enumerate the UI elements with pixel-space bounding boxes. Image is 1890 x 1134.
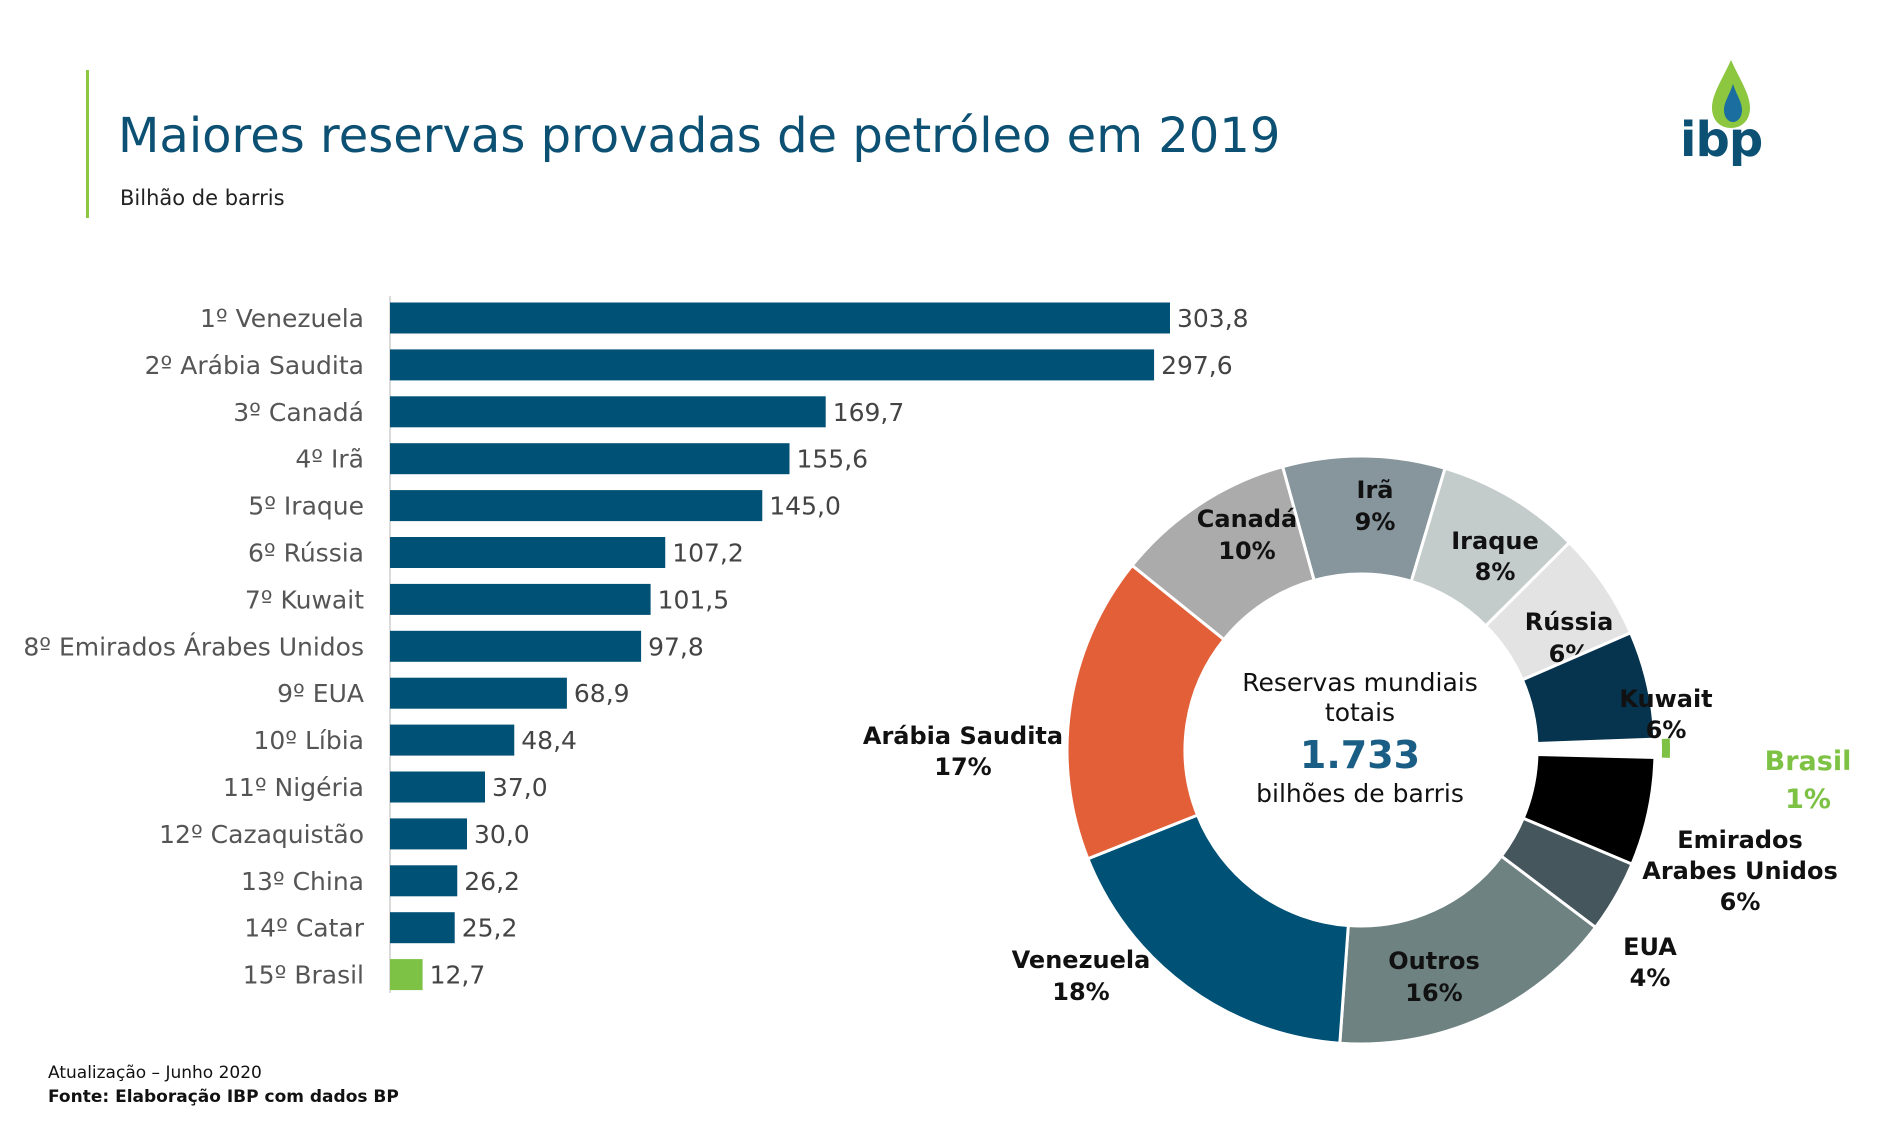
donut-slice-percent: 18% (1052, 978, 1109, 1006)
donut-slice (1338, 854, 1598, 1046)
bar (390, 724, 515, 756)
bar-category-label: 2º Arábia Saudita (145, 351, 364, 380)
donut-center-unit: bilhões de barris (1256, 779, 1464, 808)
donut-slice-percent: 4% (1630, 964, 1671, 992)
bar-category-label: 7º Kuwait (245, 585, 364, 614)
bar-category-label: 9º EUA (277, 679, 364, 708)
bar-value-label: 68,9 (574, 679, 630, 708)
donut-slice-percent: 16% (1405, 979, 1462, 1007)
bar (390, 865, 458, 897)
bar-value-label: 25,2 (462, 914, 518, 943)
bar-category-label: 1º Venezuela (200, 304, 364, 333)
bar-category-label: 11º Nigéria (223, 773, 364, 802)
bar (390, 959, 423, 991)
donut-slice (1520, 630, 1657, 746)
title-accent-line (86, 70, 89, 218)
bar (390, 677, 567, 709)
page-title: Maiores reservas provadas de petróleo em… (118, 108, 1281, 164)
bar-category-label: 14º Catar (244, 914, 364, 943)
donut-slice-percent: 10% (1218, 537, 1275, 565)
donut-slice-percent: 17% (934, 753, 991, 781)
donut-center-total: 1.733 (1299, 733, 1421, 777)
bar (390, 396, 826, 428)
ibp-logo-text: ibp (1680, 112, 1763, 168)
donut-slice-label: Venezuela (1012, 946, 1151, 974)
donut-slice (1130, 464, 1316, 642)
page-subtitle: Bilhão de barris (120, 186, 285, 210)
bar-value-label: 169,7 (833, 398, 905, 427)
donut-slice-label: Outros (1388, 947, 1480, 975)
bar-value-label: 101,5 (658, 585, 730, 614)
bar-value-label: 303,8 (1177, 304, 1249, 333)
bar-value-label: 145,0 (769, 492, 841, 521)
bar-value-label: 97,8 (648, 632, 704, 661)
bar-value-label: 107,2 (672, 539, 744, 568)
donut-slice-label: EUA (1623, 933, 1677, 961)
donut-slice-percent: 9% (1355, 508, 1396, 536)
bar-value-label: 26,2 (464, 867, 520, 896)
donut-slice (1661, 738, 1670, 758)
bar-value-label: 155,6 (796, 445, 868, 474)
bar (390, 912, 455, 944)
bar-value-label: 37,0 (492, 773, 548, 802)
bar (390, 818, 468, 850)
donut-slice-label: Canadá (1197, 505, 1297, 533)
donut-slice-label: Iraque (1451, 527, 1539, 555)
footer-source-note: Fonte: Elaboração IBP com dados BP (48, 1087, 399, 1107)
bar-value-label: 48,4 (521, 726, 577, 755)
bar-category-label: 5º Iraque (248, 492, 364, 521)
donut-slice-label: Rússia (1525, 608, 1614, 636)
donut-slice-percent: 1% (1785, 784, 1831, 815)
bar (390, 630, 642, 662)
donut-slice (1085, 813, 1350, 1045)
bar-category-label: 15º Brasil (243, 961, 364, 990)
bar-value-label: 297,6 (1161, 351, 1233, 380)
bar-value-label: 12,7 (430, 961, 486, 990)
bar (390, 302, 1170, 334)
bar (390, 490, 763, 522)
donut-slice-label: Arabes Unidos (1642, 857, 1837, 885)
bar-category-label: 13º China (241, 867, 364, 896)
bar-category-label: 10º Líbia (253, 726, 364, 755)
donut-center-line-1: Reservas mundiais (1242, 668, 1478, 697)
donut-slice-percent: 8% (1475, 558, 1516, 586)
bar-category-label: 4º Irã (295, 445, 364, 474)
bar-category-label: 3º Canadá (233, 398, 364, 427)
footer-update-note: Atualização – Junho 2020 (48, 1063, 262, 1083)
donut-slice-percent: 6% (1720, 888, 1761, 916)
bar (390, 771, 485, 803)
donut-slice-label: Irã (1357, 476, 1394, 504)
bar (390, 349, 1155, 381)
bar-category-label: 6º Rússia (248, 539, 364, 568)
bar-value-label: 30,0 (474, 820, 530, 849)
bar-category-label: 12º Cazaquistão (159, 820, 364, 849)
donut-slice-label: Arábia Saudita (863, 722, 1063, 750)
donut-center-line-2: totais (1324, 698, 1396, 727)
bar (390, 583, 651, 615)
bar (390, 443, 790, 475)
bar-category-label: 8º Emirados Árabes Unidos (23, 632, 364, 661)
donut-slice-label: Brasil (1765, 746, 1852, 777)
ibp-logo-drop-icon (1712, 60, 1750, 128)
donut-slice-label: Kuwait (1619, 685, 1712, 713)
bar (390, 537, 666, 568)
donut-slice (1065, 563, 1227, 861)
donut-slice-label: Emirados (1677, 826, 1803, 854)
